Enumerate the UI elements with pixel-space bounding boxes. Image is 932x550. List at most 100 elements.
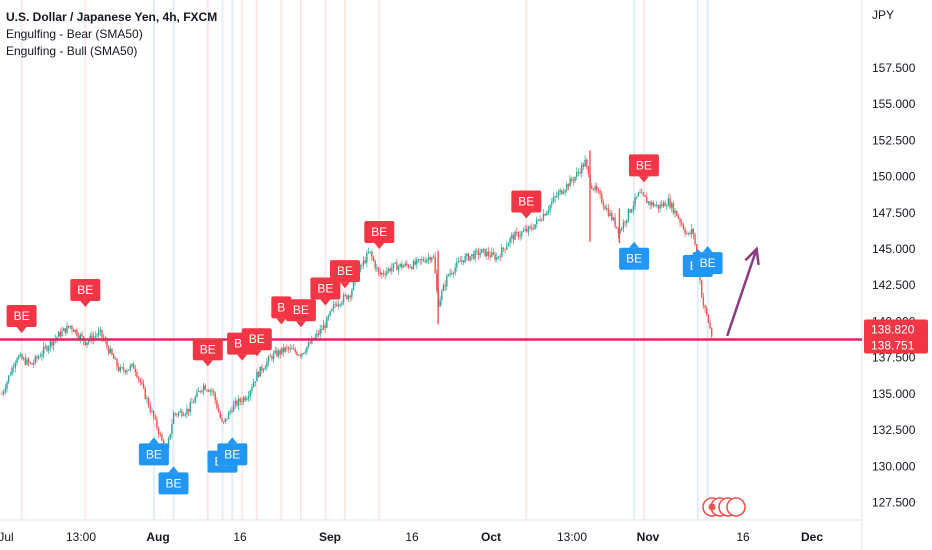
bull-signal-badge-0[interactable]: BE	[138, 437, 169, 466]
candle-368	[614, 213, 616, 229]
candle-294	[491, 247, 493, 258]
bear-signal-badge-9[interactable]: BE	[364, 220, 395, 249]
candle-body	[569, 178, 571, 187]
candle-105	[176, 412, 178, 418]
bear-signal-badge-1[interactable]: BE	[70, 278, 101, 307]
bull-badge-box	[217, 443, 248, 466]
candle-101	[169, 433, 171, 440]
candle-167	[279, 348, 281, 359]
bear-signal-badge-11[interactable]: BE	[628, 154, 659, 183]
candle-404	[674, 208, 676, 218]
candle-body	[211, 390, 213, 392]
candle-body	[139, 379, 141, 383]
candle-body	[117, 366, 120, 371]
candle-117	[196, 388, 198, 398]
bear-badge-box	[511, 190, 542, 213]
candle-425	[709, 319, 711, 330]
candle-76	[127, 369, 130, 371]
candle-34	[57, 330, 60, 338]
indicator-bear-label[interactable]: Engulfing - Bear (SMA50)	[6, 27, 143, 41]
bear-signal-badge-2[interactable]: BE	[192, 338, 223, 367]
candle-196	[327, 314, 330, 321]
candle-380	[634, 193, 636, 211]
indicator-bull-label[interactable]: Engulfing - Bull (SMA50)	[6, 44, 138, 58]
candle-body	[237, 398, 240, 406]
bear-badge-label: BE	[317, 282, 333, 296]
candle-401	[669, 193, 671, 210]
candle-200	[334, 301, 336, 309]
price-axis: 157.500 155.000 152.500 150.000 147.500 145.0…	[872, 8, 916, 510]
candle-body	[31, 363, 33, 365]
candle-body	[52, 340, 55, 346]
candle-327	[546, 210, 548, 216]
candle-278	[464, 252, 466, 264]
candle-280	[467, 252, 470, 262]
candle-68	[114, 356, 116, 360]
candle-335	[559, 187, 561, 195]
bull-signal-badge-3[interactable]: BE	[217, 437, 248, 466]
symbol-title[interactable]: U.S. Dollar / Japanese Yen, 4h, FXCM	[6, 10, 218, 24]
candle-body	[276, 350, 278, 357]
bull-band-1	[172, 0, 175, 520]
candle-body	[72, 329, 75, 332]
candle-84	[141, 377, 143, 386]
candle-body	[14, 362, 17, 368]
candle-body	[47, 347, 50, 351]
candle-body	[584, 159, 586, 167]
candle-body	[222, 421, 225, 423]
candle-body	[336, 304, 338, 307]
candle-body	[511, 234, 513, 238]
candle-367	[612, 216, 615, 222]
candle-body	[709, 322, 711, 329]
candle-body	[427, 257, 430, 260]
candle-221	[369, 251, 371, 254]
candle-250	[417, 258, 420, 263]
candle-body	[281, 347, 283, 354]
candle-396	[661, 199, 663, 209]
candle-body	[441, 291, 443, 300]
candle-165	[276, 347, 278, 358]
candle-body	[91, 335, 93, 341]
bear-signal-badge-10[interactable]: BE	[511, 190, 542, 219]
candle-body	[576, 172, 578, 177]
candle-body	[7, 375, 10, 382]
bull-signal-badge-1[interactable]: BE	[158, 466, 189, 495]
candle-394	[657, 204, 660, 214]
bear-badge-box	[70, 278, 101, 301]
bull-signal-badge-4[interactable]: BE	[619, 241, 650, 270]
candle-36	[61, 326, 63, 338]
events-icon[interactable]	[702, 497, 746, 517]
candle-109	[182, 412, 185, 417]
bear-signal-badge-6[interactable]: BE	[285, 299, 316, 328]
candle-47	[79, 332, 82, 344]
candle-body	[377, 267, 380, 272]
candle-300	[501, 243, 503, 258]
candle-body	[116, 358, 118, 367]
candle-356	[594, 182, 596, 193]
bull-badge-label: BE	[146, 447, 162, 461]
events-ring-3	[726, 497, 746, 517]
candle-body	[477, 250, 480, 256]
candle-127	[212, 389, 215, 397]
candle-body	[129, 365, 131, 370]
candle-body	[177, 412, 180, 415]
candle-283	[472, 250, 475, 260]
candle-416	[694, 232, 696, 247]
bear-badge-box	[285, 299, 316, 322]
candle-body	[332, 304, 335, 309]
candle-407	[679, 217, 681, 228]
bull-signal-badge-6[interactable]: BE	[692, 246, 723, 275]
candle-360	[601, 190, 603, 205]
bear-signal-badge-0[interactable]: BE	[6, 305, 37, 334]
bear-signal-badge-7[interactable]: BE	[310, 277, 341, 306]
candle-body	[391, 267, 393, 272]
bear-signal-badge-8[interactable]: BE	[330, 260, 360, 289]
candle-305	[509, 236, 511, 248]
bear-signal-badge-4[interactable]: BE	[241, 328, 272, 357]
candle-141	[236, 399, 238, 408]
candle-body	[664, 202, 666, 207]
candle-173	[289, 343, 291, 353]
candle-body	[677, 216, 680, 219]
candle-112	[187, 408, 190, 417]
